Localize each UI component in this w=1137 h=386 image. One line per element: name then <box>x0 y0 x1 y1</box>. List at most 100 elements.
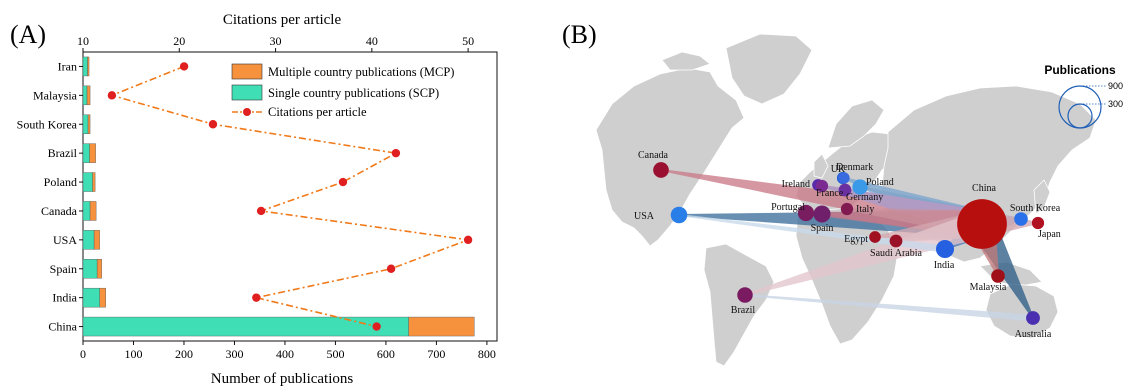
x-tick-label-300: 300 <box>225 347 243 361</box>
country-label-denmark: Denmark <box>836 162 873 173</box>
mcp-bar-poland <box>92 172 96 192</box>
country-label-south-korea: South Korea <box>1010 203 1061 214</box>
category-label-brazil: Brazil <box>48 146 78 160</box>
publications-chart: (A) Citations per article Number of publ… <box>10 12 498 386</box>
mcp-bar-canada <box>89 201 97 221</box>
mcp-bar-spain <box>96 259 102 279</box>
category-label-iran: Iran <box>58 59 77 73</box>
node-portugal <box>797 204 815 222</box>
country-label-poland: Poland <box>866 177 894 188</box>
category-label-china: China <box>48 320 77 334</box>
node-denmark <box>838 172 850 184</box>
node-brazil <box>737 287 753 303</box>
link-brazil-to-australia <box>744 294 1034 322</box>
node-poland <box>852 179 868 195</box>
axes-layer: Iran Malaysia South Korea Brazil Poland Canad… <box>17 34 496 361</box>
country-label-uk: UK <box>831 164 846 175</box>
x-tick-label-500: 500 <box>326 347 344 361</box>
node-egypt <box>869 231 881 243</box>
citations-point-iran <box>179 62 189 71</box>
citations-point-china <box>372 322 381 331</box>
scp-bar-spain <box>82 259 98 279</box>
country-label-france: France <box>816 188 844 199</box>
x-tick-label-0: 0 <box>80 347 86 361</box>
bottom-axis-title: Number of publications <box>211 371 354 386</box>
category-label-poland: Poland <box>44 175 77 189</box>
mcp-bar-malaysia <box>86 85 91 106</box>
country-label-italy: Italy <box>856 204 874 215</box>
country-label-ireland: Ireland <box>782 179 810 190</box>
legend-label-citations: Citations per article <box>268 105 367 119</box>
mcp-bar-india <box>99 287 106 308</box>
node-japan <box>1031 216 1045 230</box>
greenland-landmass <box>725 33 813 105</box>
citations-point-brazil <box>391 148 401 158</box>
country-label-usa: USA <box>634 211 655 222</box>
citations-point-south-korea <box>208 120 218 129</box>
collaboration-map: (B) China Canada USA UK Ireland Denmark France… <box>562 20 1123 367</box>
node-china <box>957 199 1007 249</box>
x-tick-label-200: 200 <box>175 347 193 361</box>
scandinavia-landmass <box>827 99 885 149</box>
citations-line <box>109 65 469 328</box>
top-axis-title: Citations per article <box>223 12 342 28</box>
country-nodes: China Canada USA UK Ireland Denmark France Pola… <box>634 150 1061 340</box>
size-legend-value-small: 300 <box>1108 99 1123 109</box>
scp-bar-south-korea <box>82 114 89 134</box>
country-label-spain: Spain <box>811 223 834 234</box>
mcp-bar-china <box>408 316 475 337</box>
country-label-australia: Australia <box>1015 329 1052 340</box>
category-label-malaysia: Malaysia <box>33 88 78 102</box>
scp-bar-brazil <box>82 143 90 163</box>
scp-bar-poland <box>82 172 93 192</box>
citations-point-canada <box>256 206 266 216</box>
link-usa-to-india <box>678 214 946 253</box>
citations-layer <box>107 62 473 331</box>
japan-landmass <box>1033 179 1051 215</box>
country-label-malaysia: Malaysia <box>970 282 1007 293</box>
country-label-saudi-arabia: Saudi Arabia <box>870 248 922 259</box>
legend: Multiple country publications (MCP) Singl… <box>231 63 454 119</box>
citations-point-usa <box>463 235 473 245</box>
x2-tick-label-30: 30 <box>270 34 282 48</box>
x-tick-label-600: 600 <box>377 347 395 361</box>
category-label-india: India <box>52 291 77 305</box>
size-legend-title: Publications <box>1044 63 1116 77</box>
size-legend: Publications 900 300 <box>1044 63 1123 129</box>
scp-bar-iran <box>82 56 88 77</box>
south-america-landmass <box>703 243 775 367</box>
node-malaysia <box>991 269 1005 283</box>
category-label-south-korea: South Korea <box>17 117 78 131</box>
panel-label-a: (A) <box>10 20 46 49</box>
node-spain <box>813 205 831 223</box>
node-usa <box>670 206 688 224</box>
scp-bar-usa <box>82 230 95 250</box>
citations-point-india <box>252 293 261 302</box>
node-india <box>935 239 955 259</box>
legend-swatch-scp <box>231 84 263 101</box>
x-tick-label-700: 700 <box>427 347 445 361</box>
collaboration-links <box>660 169 1039 322</box>
legend-label-scp: Single country publications (SCP) <box>268 86 439 100</box>
country-label-canada: Canada <box>638 150 669 161</box>
arctic-islands <box>661 51 711 71</box>
legend-swatch-citations-point <box>243 108 251 116</box>
node-saudi-arabia <box>889 234 903 248</box>
scp-bar-india <box>82 287 100 308</box>
uk-landmass <box>813 153 829 179</box>
node-germany <box>838 183 852 197</box>
mcp-bar-south-korea <box>87 114 91 134</box>
node-australia <box>1026 311 1040 325</box>
plot-frame <box>82 51 498 342</box>
category-label-canada: Canada <box>41 204 78 218</box>
country-label-germany: Germany <box>846 192 883 203</box>
node-france <box>815 179 829 193</box>
legend-swatch-mcp <box>231 63 263 80</box>
panel-label-b: (B) <box>562 20 597 49</box>
node-italy <box>840 202 854 216</box>
country-label-egypt: Egypt <box>844 234 868 245</box>
legend-label-mcp: Multiple country publications (MCP) <box>268 65 454 79</box>
citations-point-poland <box>338 177 348 187</box>
x2-tick-label-40: 40 <box>366 34 378 48</box>
scp-bar-canada <box>82 201 91 221</box>
